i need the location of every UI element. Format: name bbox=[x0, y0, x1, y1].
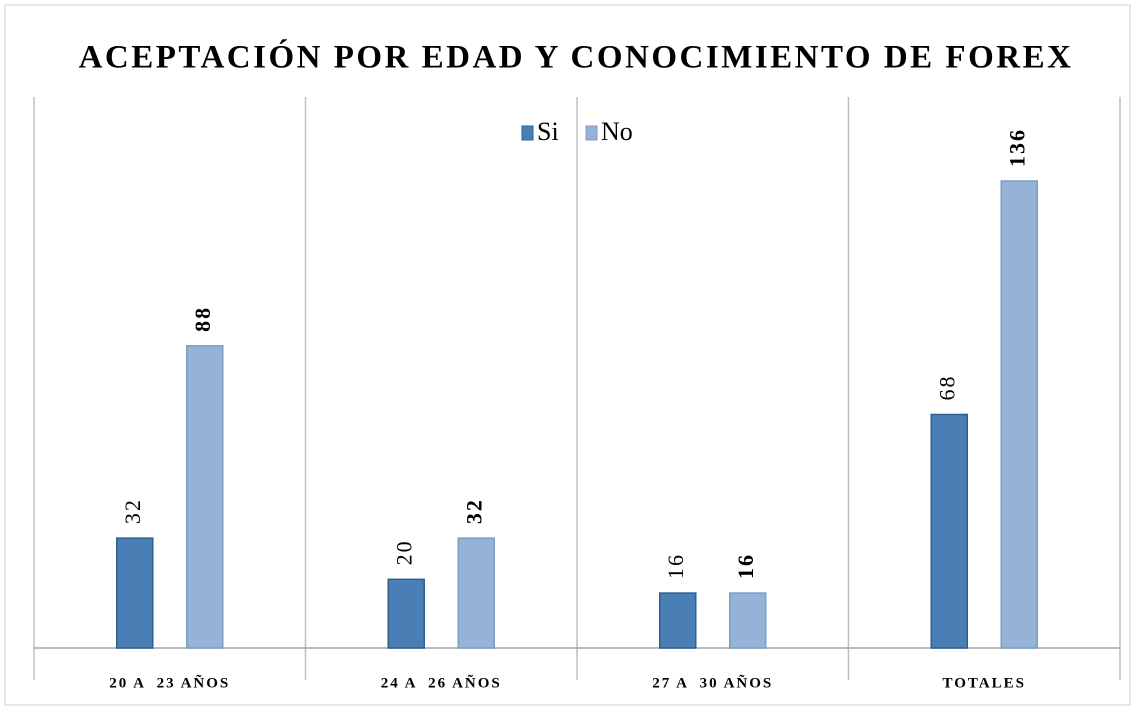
data-label: 20 bbox=[391, 539, 416, 565]
data-label: 32 bbox=[461, 498, 486, 524]
x-tick-label: 20 A 23 AÑOS bbox=[109, 673, 230, 691]
bar bbox=[116, 537, 154, 649]
data-label: 16 bbox=[663, 553, 688, 579]
legend-swatch bbox=[585, 125, 598, 141]
bar bbox=[1000, 180, 1038, 649]
bar bbox=[186, 345, 224, 649]
x-tick-label: 27 A 30 AÑOS bbox=[652, 673, 773, 691]
bar bbox=[457, 537, 495, 649]
legend-label: Si bbox=[537, 117, 559, 146]
data-label: 136 bbox=[1004, 128, 1029, 167]
x-tick-label: 24 A 26 AÑOS bbox=[381, 673, 502, 691]
bar bbox=[930, 413, 968, 649]
data-label: 68 bbox=[934, 375, 959, 401]
bar bbox=[729, 592, 767, 649]
data-label: 16 bbox=[733, 553, 758, 579]
legend-swatch bbox=[521, 125, 534, 141]
legend-label: No bbox=[601, 117, 633, 146]
bar bbox=[659, 592, 697, 649]
data-label: 88 bbox=[190, 306, 215, 332]
bar bbox=[387, 578, 425, 649]
data-label: 32 bbox=[120, 498, 145, 524]
chart-title: ACEPTACIÓN POR EDAD Y CONOCIMIENTO DE FO… bbox=[79, 38, 1074, 76]
x-tick-label: TOTALES bbox=[943, 675, 1026, 691]
